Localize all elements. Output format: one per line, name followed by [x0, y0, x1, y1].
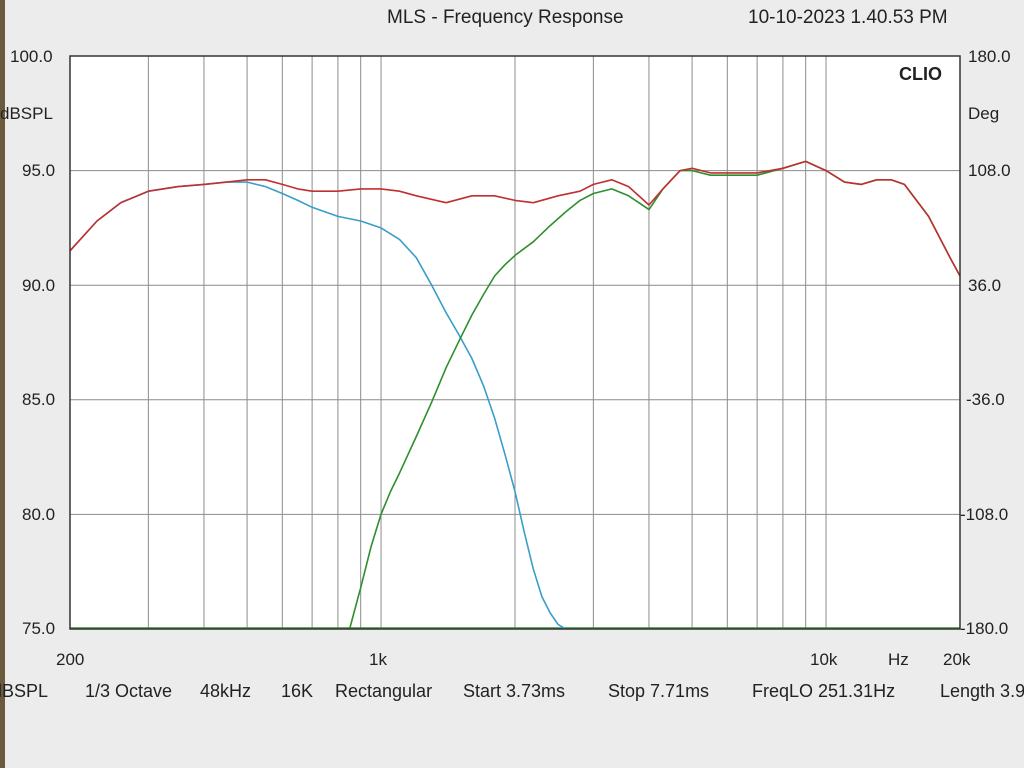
footer-freqlo: FreqLO 251.31Hz: [752, 681, 896, 701]
footer-start: Start 3.73ms: [463, 681, 566, 701]
horizontal-grid: [70, 170, 960, 515]
vertical-grid: [147, 56, 827, 629]
y-right-tick-label: 180.0: [968, 47, 1011, 66]
chart-title: MLS - Frequency Response: [387, 7, 624, 28]
y-right-tick-label: 108.0: [968, 161, 1011, 180]
y-tick-label: 75.0: [22, 619, 56, 638]
y-right-tick-label: -108.0: [960, 505, 1009, 524]
y-tick-label: 95.0: [22, 161, 56, 180]
y-tick-label: 85.0: [22, 390, 56, 409]
timestamp: 10-10-2023 1.40.53 PM: [748, 7, 948, 28]
y-right-tick-label: -180.0: [960, 619, 1009, 638]
y-axis-label: dBSPL: [0, 104, 53, 123]
measurement-settings-bar: dBSPL 1/3 Octave 48kHz 16K Rectangular S…: [0, 681, 1024, 707]
footer-stop: Stop 7.71ms: [608, 681, 710, 701]
y-right-axis-label: Deg: [968, 104, 1000, 123]
y-right-tick-label: 36.0: [968, 276, 1002, 295]
x-tick-label: 10k: [810, 650, 838, 669]
footer-sample-rate: 48kHz: [200, 681, 252, 701]
x-axis-label: Hz: [888, 650, 909, 669]
footer-unit: dBSPL: [0, 681, 49, 701]
y-tick-label: 90.0: [22, 276, 56, 295]
y-right-tick-label: -36.0: [966, 390, 1005, 409]
footer-smoothing: 1/3 Octave: [85, 681, 173, 701]
x-tick-label: 1k: [369, 650, 387, 669]
x-tick-label: 20k: [943, 650, 971, 669]
clio-brand-label: CLIO: [899, 64, 942, 84]
sum-response-line: [69, 160, 961, 277]
footer-size: 16K: [281, 681, 314, 701]
series-layer: [69, 160, 961, 630]
y-tick-label: 80.0: [22, 505, 56, 524]
window-frame: [0, 0, 5, 768]
y-tick-label: 100.0: [10, 47, 53, 66]
footer-window: Rectangular: [335, 681, 433, 701]
plot-frame: [69, 55, 961, 630]
x-tick-label: 200: [56, 650, 85, 669]
footer-length: Length 3.98ms: [940, 681, 1024, 701]
